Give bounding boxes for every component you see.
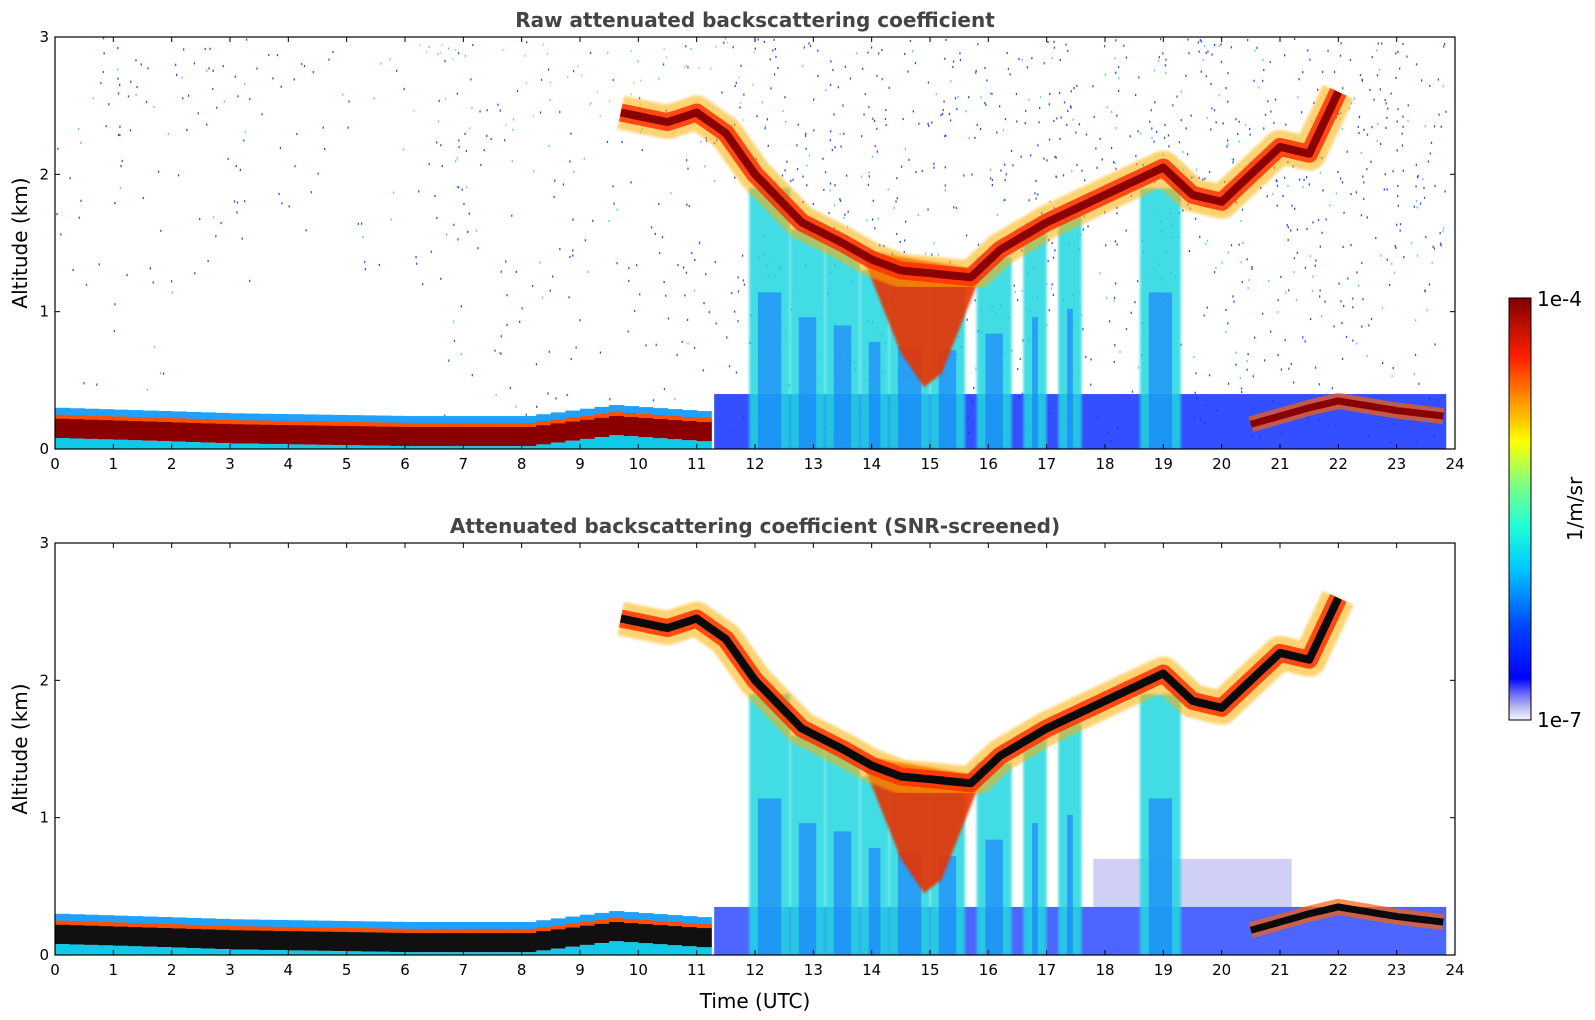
y-tick-label: 2 xyxy=(39,165,49,183)
panel-screened-title: Attenuated backscattering coefficient (S… xyxy=(450,514,1060,538)
x-ticks-raw: 0 1 2 3 4 5 6 7 8 9 10 11 12 13 14 15 16 17 18 19 20 21 22 23 24 xyxy=(50,37,1465,473)
evening-layer xyxy=(1248,392,1446,432)
x-tick-label: 21 xyxy=(1270,455,1289,473)
x-tick-label: 18 xyxy=(1095,961,1114,979)
x-tick-label: 17 xyxy=(1037,455,1056,473)
y-ticks-raw: 0 1 2 3 xyxy=(39,28,1455,458)
x-tick-label: 14 xyxy=(862,455,881,473)
x-axis-label: Time (UTC) xyxy=(699,989,811,1013)
x-tick-label: 11 xyxy=(687,961,706,979)
colorbar-gradient xyxy=(1508,297,1532,721)
x-tick-label: 7 xyxy=(459,455,469,473)
x-tick-label: 15 xyxy=(920,455,939,473)
x-tick-label: 13 xyxy=(804,961,823,979)
x-tick-label: 7 xyxy=(459,961,469,979)
cloud-layer xyxy=(609,84,1354,295)
x-tick-label: 3 xyxy=(225,961,235,979)
x-tick-label: 4 xyxy=(284,961,294,979)
x-tick-label: 19 xyxy=(1154,961,1173,979)
x-tick-label: 13 xyxy=(804,455,823,473)
x-tick-label: 2 xyxy=(167,961,177,979)
x-tick-label: 23 xyxy=(1387,961,1406,979)
x-tick-label: 24 xyxy=(1445,455,1464,473)
x-tick-label: 1 xyxy=(109,961,119,979)
x-tick-label: 5 xyxy=(342,455,352,473)
colorbar-unit-label: 1/m/sr xyxy=(1563,476,1587,541)
x-tick-label: 16 xyxy=(979,961,998,979)
x-tick-label: 20 xyxy=(1212,961,1231,979)
y-axis-label-screened: Altitude (km) xyxy=(8,683,32,814)
x-tick-label: 12 xyxy=(745,961,764,979)
y-tick-label: 3 xyxy=(39,534,49,552)
evening-layer xyxy=(1248,898,1446,938)
panel-raw-title: Raw attenuated backscattering coefficien… xyxy=(515,8,995,32)
x-tick-label: 5 xyxy=(342,961,352,979)
x-tick-label: 19 xyxy=(1154,455,1173,473)
x-tick-label: 22 xyxy=(1329,961,1348,979)
x-tick-label: 11 xyxy=(687,455,706,473)
x-tick-label: 3 xyxy=(225,455,235,473)
colorbar-max-label: 1e-4 xyxy=(1537,287,1582,311)
y-ticks-screened: 0 1 2 3 xyxy=(39,534,1455,964)
x-tick-label: 1 xyxy=(109,455,119,473)
x-tick-label: 12 xyxy=(745,455,764,473)
boundary-layer-band xyxy=(55,405,712,449)
x-tick-label: 0 xyxy=(50,455,60,473)
colorbar: 1e-4 1e-7 1/m/sr xyxy=(1508,287,1587,732)
plot-area-raw xyxy=(55,37,1447,449)
x-tick-label: 8 xyxy=(517,961,527,979)
y-tick-label: 3 xyxy=(39,28,49,46)
x-tick-label: 23 xyxy=(1387,455,1406,473)
boundary-layer-band xyxy=(55,911,712,955)
colorbar-min-label: 1e-7 xyxy=(1537,708,1582,732)
x-tick-label: 15 xyxy=(920,961,939,979)
x-tick-label: 24 xyxy=(1445,961,1464,979)
y-axis-label-raw: Altitude (km) xyxy=(8,177,32,308)
x-tick-label: 22 xyxy=(1329,455,1348,473)
x-tick-label: 9 xyxy=(575,455,585,473)
panel-screened: Attenuated backscattering coefficient (S… xyxy=(8,514,1465,1013)
x-tick-label: 16 xyxy=(979,455,998,473)
y-tick-label: 0 xyxy=(39,946,49,964)
x-tick-label: 8 xyxy=(517,455,527,473)
x-tick-label: 4 xyxy=(284,455,294,473)
y-tick-label: 1 xyxy=(39,303,49,321)
x-tick-label: 18 xyxy=(1095,455,1114,473)
cloud-layer xyxy=(609,590,1354,801)
x-tick-label: 17 xyxy=(1037,961,1056,979)
y-tick-label: 1 xyxy=(39,809,49,827)
y-tick-label: 2 xyxy=(39,671,49,689)
plot-area-screened xyxy=(55,590,1447,955)
x-tick-label: 6 xyxy=(400,455,410,473)
convective-plumes xyxy=(749,188,1181,449)
x-tick-label: 0 xyxy=(50,961,60,979)
x-tick-label: 21 xyxy=(1270,961,1289,979)
x-tick-label: 14 xyxy=(862,961,881,979)
x-tick-label: 20 xyxy=(1212,455,1231,473)
x-tick-label: 6 xyxy=(400,961,410,979)
y-tick-label: 0 xyxy=(39,440,49,458)
x-tick-label: 2 xyxy=(167,455,177,473)
panel-raw: Raw attenuated backscattering coefficien… xyxy=(8,8,1465,473)
lavender-haze xyxy=(1093,858,1292,907)
x-tick-label: 9 xyxy=(575,961,585,979)
x-ticks-screened: 0 1 2 3 4 5 6 7 8 9 10 11 12 13 14 15 16 17 18 19 20 21 22 23 24 xyxy=(50,543,1465,979)
x-tick-label: 10 xyxy=(629,961,648,979)
x-tick-label: 10 xyxy=(629,455,648,473)
